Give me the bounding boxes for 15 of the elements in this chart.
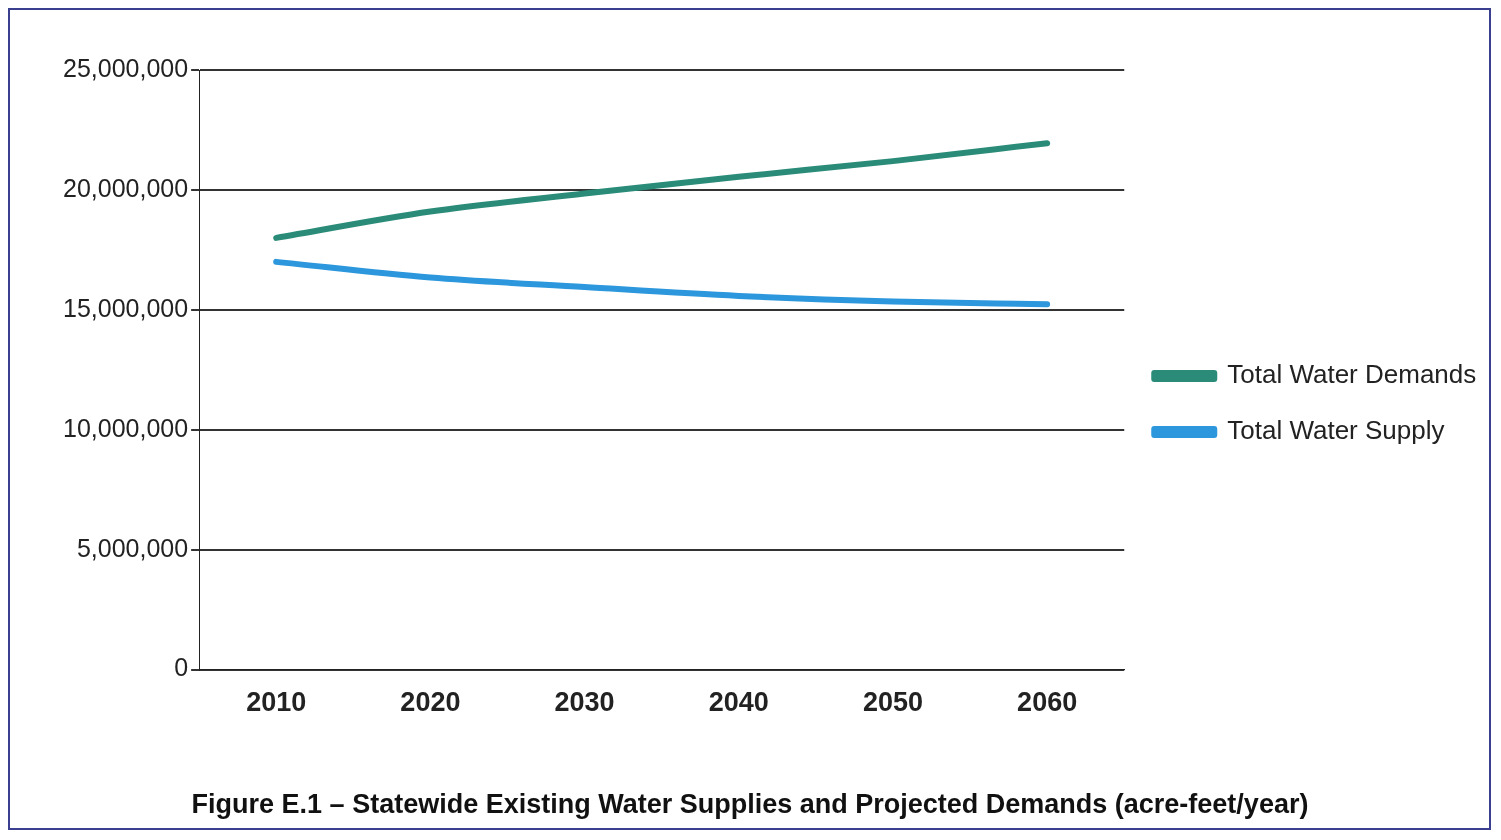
x-tick-label: 2040 [708, 687, 769, 718]
y-tick-label: 15,000,000 [63, 293, 189, 322]
text: Figure E.1 – Statewide Existing Water Supplies and Projected Demands (acre-feet/year) [191, 789, 1309, 820]
y-tick-label: 0 [174, 653, 189, 682]
legend-label: Total Water Demands [1227, 359, 1477, 390]
y-tick-label: 5,000,000 [76, 533, 189, 562]
x-tick-label: 2010 [246, 687, 307, 718]
x-tick-label: 2030 [554, 687, 615, 718]
x-tick-label: 2050 [862, 687, 924, 718]
y-tick-label: 25,000,000 [63, 53, 189, 82]
y-tick-label: 10,000,000 [63, 413, 189, 442]
x-tick-label: 2060 [1017, 687, 1078, 718]
y-tick-label: 20,000,000 [63, 173, 189, 202]
x-tick-label: 2020 [400, 687, 461, 718]
legend-label: Total Water Supply [1227, 415, 1445, 446]
